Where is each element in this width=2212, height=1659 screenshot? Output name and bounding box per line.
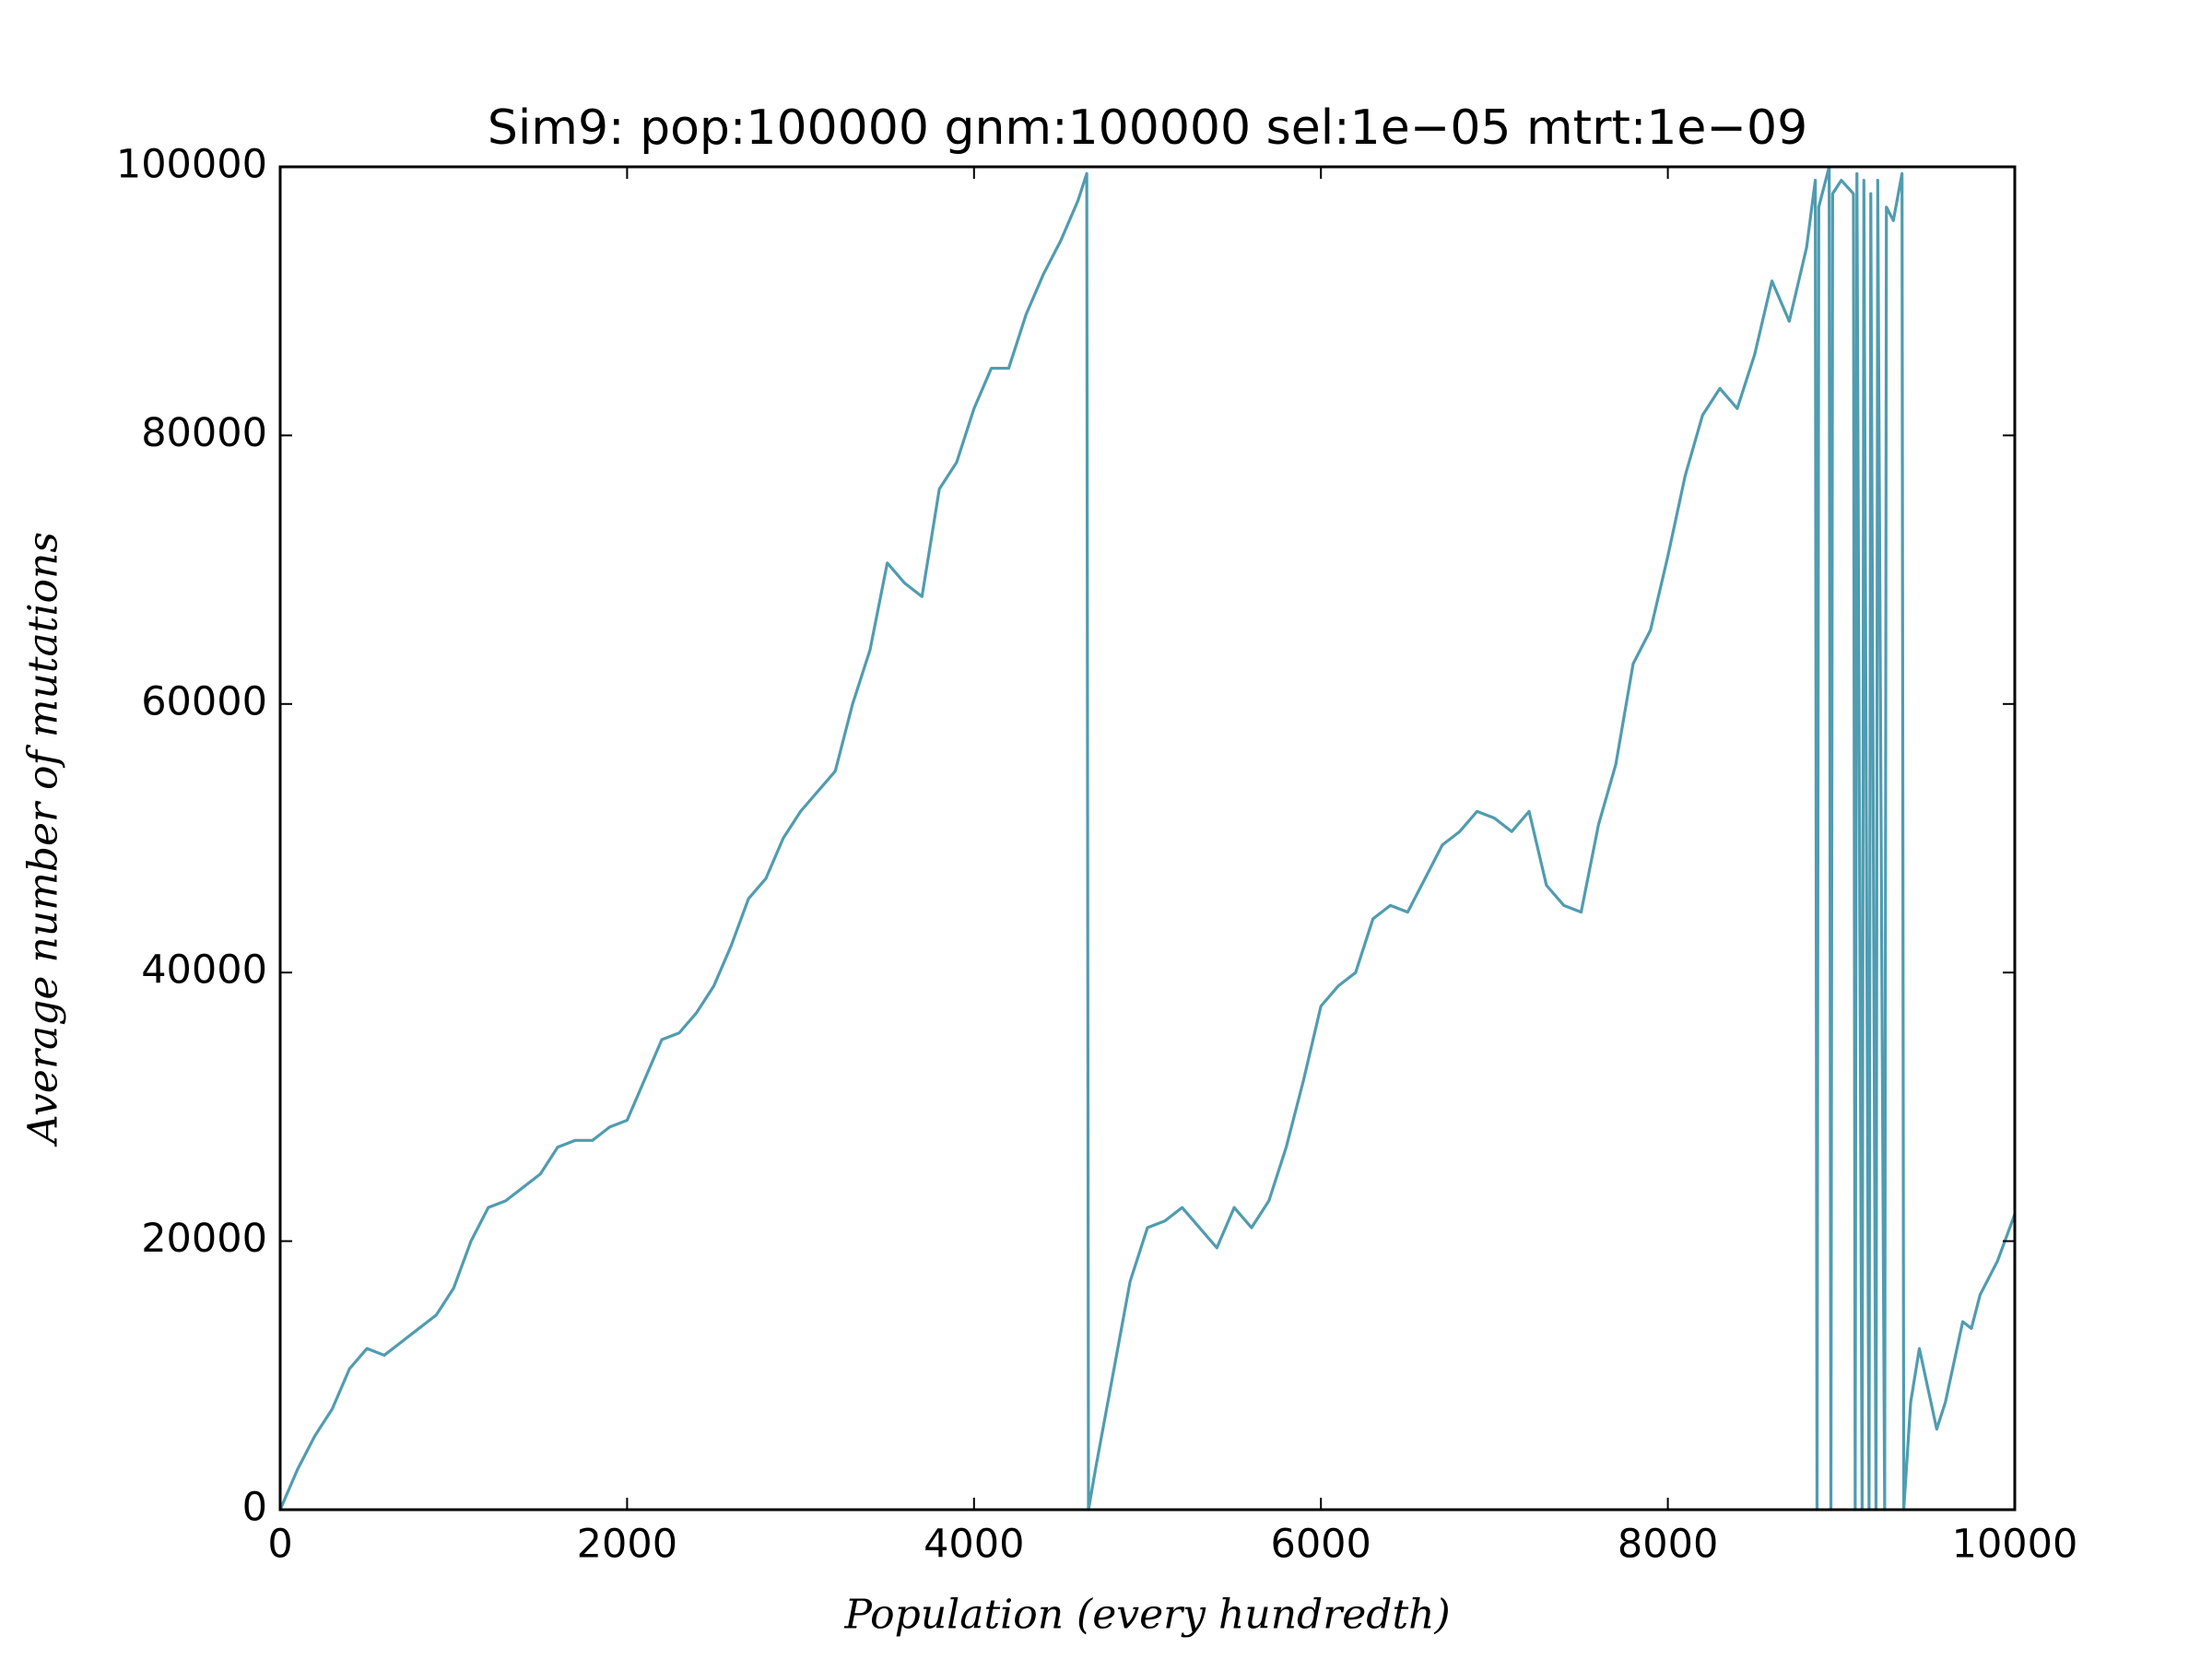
x-tick-label: 10000 <box>1952 1522 2078 1568</box>
y-tick-label: 80000 <box>141 410 267 456</box>
x-axis-label: Population (every hundredth) <box>843 1592 1450 1639</box>
y-tick-label: 0 <box>242 1485 267 1531</box>
chart-title: Sim9: pop:100000 gnm:100000 sel:1e−05 mt… <box>488 100 1807 156</box>
y-tick-label: 20000 <box>141 1216 267 1262</box>
y-axis-label: Average number of mutations <box>20 532 67 1147</box>
y-tick-label: 100000 <box>116 142 267 188</box>
x-tick-label: 0 <box>267 1522 292 1568</box>
data-line <box>278 165 2017 1512</box>
y-tick-label: 60000 <box>141 678 267 724</box>
y-tick-label: 40000 <box>141 947 267 994</box>
x-tick-label: 8000 <box>1618 1522 1718 1568</box>
x-tick-label: 4000 <box>924 1522 1024 1568</box>
x-tick-label: 6000 <box>1270 1522 1371 1568</box>
plot-frame <box>278 165 2017 1512</box>
x-tick-label: 2000 <box>577 1522 677 1568</box>
